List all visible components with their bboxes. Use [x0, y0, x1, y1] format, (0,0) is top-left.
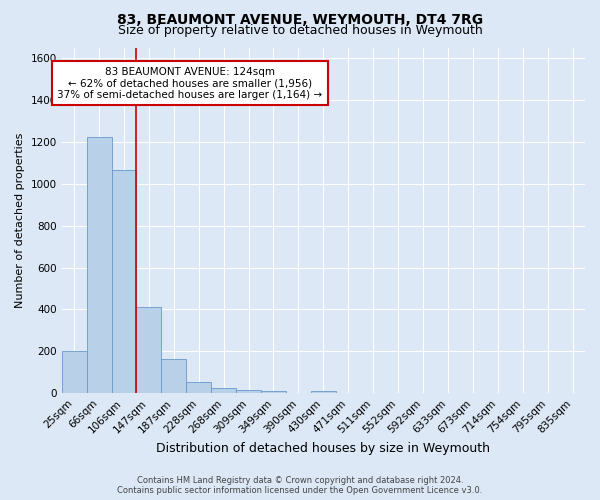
- Bar: [112, 170, 136, 394]
- Text: Contains HM Land Registry data © Crown copyright and database right 2024.
Contai: Contains HM Land Registry data © Crown c…: [118, 476, 482, 495]
- Bar: [136, 308, 161, 394]
- Bar: [62, 352, 86, 394]
- Bar: [261, 391, 286, 394]
- Bar: [186, 382, 211, 394]
- Bar: [236, 390, 261, 394]
- Y-axis label: Number of detached properties: Number of detached properties: [15, 132, 25, 308]
- Bar: [161, 359, 186, 394]
- X-axis label: Distribution of detached houses by size in Weymouth: Distribution of detached houses by size …: [157, 442, 490, 455]
- Text: 83 BEAUMONT AVENUE: 124sqm
← 62% of detached houses are smaller (1,956)
37% of s: 83 BEAUMONT AVENUE: 124sqm ← 62% of deta…: [58, 66, 322, 100]
- Bar: [311, 391, 336, 394]
- Text: 83, BEAUMONT AVENUE, WEYMOUTH, DT4 7RG: 83, BEAUMONT AVENUE, WEYMOUTH, DT4 7RG: [117, 12, 483, 26]
- Text: Size of property relative to detached houses in Weymouth: Size of property relative to detached ho…: [118, 24, 482, 37]
- Bar: [211, 388, 236, 394]
- Bar: [86, 136, 112, 394]
